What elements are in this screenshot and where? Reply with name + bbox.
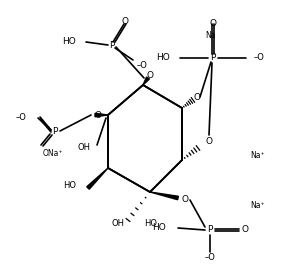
Text: P: P	[52, 127, 58, 137]
Text: –O: –O	[254, 53, 265, 63]
Polygon shape	[95, 113, 108, 117]
Text: O: O	[206, 137, 212, 147]
Text: O: O	[194, 92, 200, 102]
Text: Na⁺: Na⁺	[251, 201, 265, 209]
Text: O: O	[241, 225, 249, 234]
Polygon shape	[150, 192, 178, 200]
Text: OH: OH	[112, 218, 125, 227]
Text: HO: HO	[152, 224, 166, 233]
Text: Na: Na	[205, 31, 215, 40]
Text: Na⁺: Na⁺	[251, 150, 265, 160]
Text: O: O	[210, 18, 217, 27]
Text: P: P	[207, 225, 213, 234]
Text: HO: HO	[62, 37, 76, 46]
Text: ONa⁺: ONa⁺	[43, 150, 63, 159]
Text: –O: –O	[204, 253, 215, 262]
Text: –O: –O	[15, 114, 26, 122]
Text: P: P	[210, 53, 216, 63]
Text: HO: HO	[144, 218, 157, 227]
Text: OH: OH	[77, 144, 90, 153]
Text: O: O	[146, 72, 154, 80]
Text: O: O	[182, 195, 188, 205]
Text: HO: HO	[63, 180, 76, 189]
Polygon shape	[87, 168, 108, 189]
Text: P: P	[109, 40, 115, 50]
Text: O: O	[94, 111, 102, 120]
Text: –O: –O	[137, 60, 148, 69]
Text: O: O	[122, 18, 128, 27]
Polygon shape	[143, 77, 149, 85]
Text: HO: HO	[156, 53, 170, 63]
